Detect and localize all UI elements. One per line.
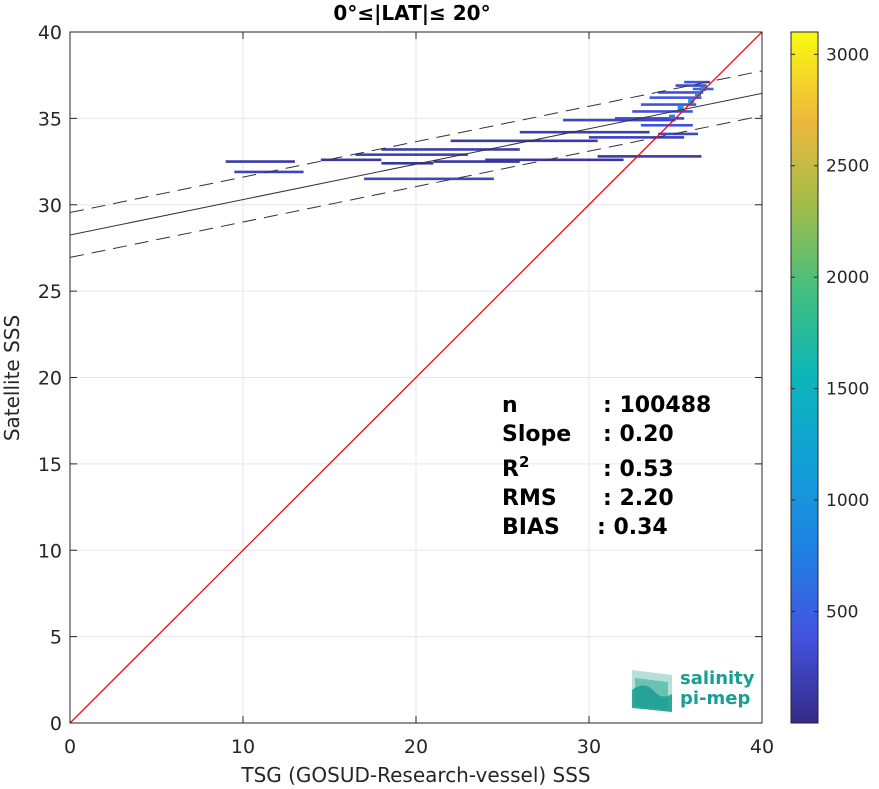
density-bin [640, 103, 697, 106]
density-bin [658, 91, 704, 94]
stat-value: : 100488 [603, 393, 711, 418]
y-axis: 0 5 10 15 20 25 30 35 40 [38, 22, 762, 735]
x-tick-label: 30 [577, 736, 601, 758]
density-bin [614, 117, 685, 120]
colorbar-tick-label: 500 [826, 603, 858, 623]
density-bin [589, 136, 685, 139]
y-tick-label: 0 [50, 713, 62, 735]
density-bin [381, 161, 434, 165]
y-axis-label: Satellite SSS [0, 315, 24, 441]
y-tick-label: 40 [38, 22, 62, 44]
density-hotspot [669, 114, 676, 119]
x-tick-label: 10 [231, 736, 255, 758]
regression-line [70, 92, 762, 236]
density-bin [381, 148, 520, 151]
logo-shape-front [632, 685, 672, 712]
fit-lines [70, 32, 762, 723]
x-tick-label: 20 [404, 736, 428, 758]
colorbar-tick-label: 1500 [826, 380, 869, 400]
density-bin [320, 158, 382, 162]
density-bin [675, 84, 707, 87]
density-bin [632, 110, 693, 113]
colorbar: 500 1000 1500 2000 2500 3000 [790, 31, 869, 724]
chart-title: 0°≤|LAT|≤ 20° [333, 1, 490, 25]
one-to-one-line [70, 32, 762, 723]
density-bin [364, 177, 494, 181]
stat-value: : 0.20 [603, 422, 674, 447]
density-hotspot [694, 92, 701, 97]
confidence-line [70, 70, 762, 214]
y-tick-label: 10 [38, 540, 62, 562]
colorbar-tick-label: 2500 [826, 157, 869, 177]
density-bin [433, 160, 520, 163]
salinity-pimep-logo: salinity pi-mep [632, 668, 755, 712]
stat-value: : 2.20 [603, 486, 674, 511]
x-axis: 0 10 20 30 40 [64, 32, 774, 758]
y-tick-label: 25 [38, 281, 62, 303]
stat-label: BIAS [502, 515, 560, 540]
stats-box: n : 100488 Slope : 0.20 R2 : 0.53 RMS : 2.20 BIA… [502, 393, 711, 540]
colorbar-tick-label: 1000 [826, 491, 869, 511]
stat-value: : 0.34 [597, 515, 668, 540]
density-hotspot [677, 106, 684, 111]
y-tick-label: 20 [38, 368, 62, 390]
stat-label: RMS [502, 486, 557, 511]
density-bin [355, 153, 468, 156]
logo-line2: pi-mep [680, 688, 750, 709]
stat-label: n [502, 393, 518, 418]
stat-value: : 0.53 [603, 457, 674, 482]
density-bin [450, 139, 598, 143]
x-tick-label: 0 [64, 736, 76, 758]
colorbar-tick-label: 3000 [826, 45, 869, 65]
x-axis-label: TSG (GOSUD-Research-vessel) SSS [240, 763, 590, 787]
density-bin [519, 130, 650, 134]
density-bin [649, 96, 702, 99]
y-tick-label: 5 [50, 627, 62, 649]
density-bin [684, 80, 711, 84]
stat-label: R2 [502, 453, 529, 482]
density-bin [658, 132, 698, 136]
density-bin [485, 158, 624, 162]
x-tick-label: 40 [750, 736, 774, 758]
colorbar-tick-label: 2000 [826, 268, 869, 288]
density-bin [563, 118, 676, 122]
density-hotspot [700, 87, 707, 92]
y-tick-label: 35 [38, 108, 62, 130]
density-bin [597, 155, 702, 158]
density-bin [640, 123, 693, 127]
y-tick-label: 30 [38, 195, 62, 217]
confidence-line [70, 115, 762, 258]
stat-label: Slope [502, 422, 571, 447]
y-tick-label: 15 [38, 454, 62, 476]
density-bin [225, 160, 295, 163]
colorbar-gradient [790, 31, 819, 724]
logo-line1: salinity [680, 668, 755, 689]
density-hotspot [688, 99, 695, 104]
colorbar-ticks: 500 1000 1500 2000 2500 3000 [791, 45, 869, 623]
